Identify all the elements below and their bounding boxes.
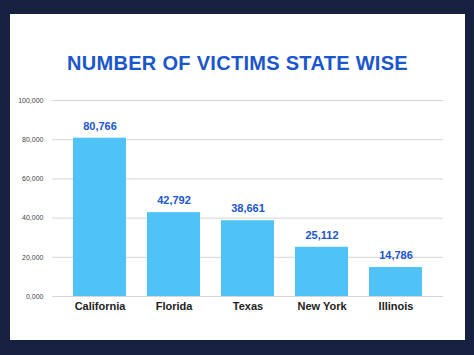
svg-text:California: California [75, 300, 127, 312]
svg-text:New York: New York [297, 300, 347, 312]
svg-text:38,661: 38,661 [231, 202, 265, 214]
svg-text:42,792: 42,792 [157, 194, 191, 206]
svg-text:Florida: Florida [156, 300, 194, 312]
svg-text:0,000: 0,000 [26, 293, 44, 300]
svg-text:Illinois: Illinois [379, 300, 414, 312]
svg-text:Texas: Texas [233, 300, 263, 312]
svg-text:80,000: 80,000 [22, 136, 44, 143]
html-text:NUMBER OF VICTIMS STATE WISE: NUMBER OF VICTIMS STATE WISE [67, 52, 408, 74]
svg-text:20,000: 20,000 [22, 254, 44, 261]
svg-text:14,786: 14,786 [379, 249, 413, 261]
svg-text:25,112: 25,112 [305, 229, 338, 241]
svg-text:60,000: 60,000 [22, 175, 44, 182]
svg-text:80,766: 80,766 [83, 120, 117, 132]
svg-text:40,000: 40,000 [22, 214, 44, 221]
svg-text:100,000: 100,000 [18, 97, 43, 104]
